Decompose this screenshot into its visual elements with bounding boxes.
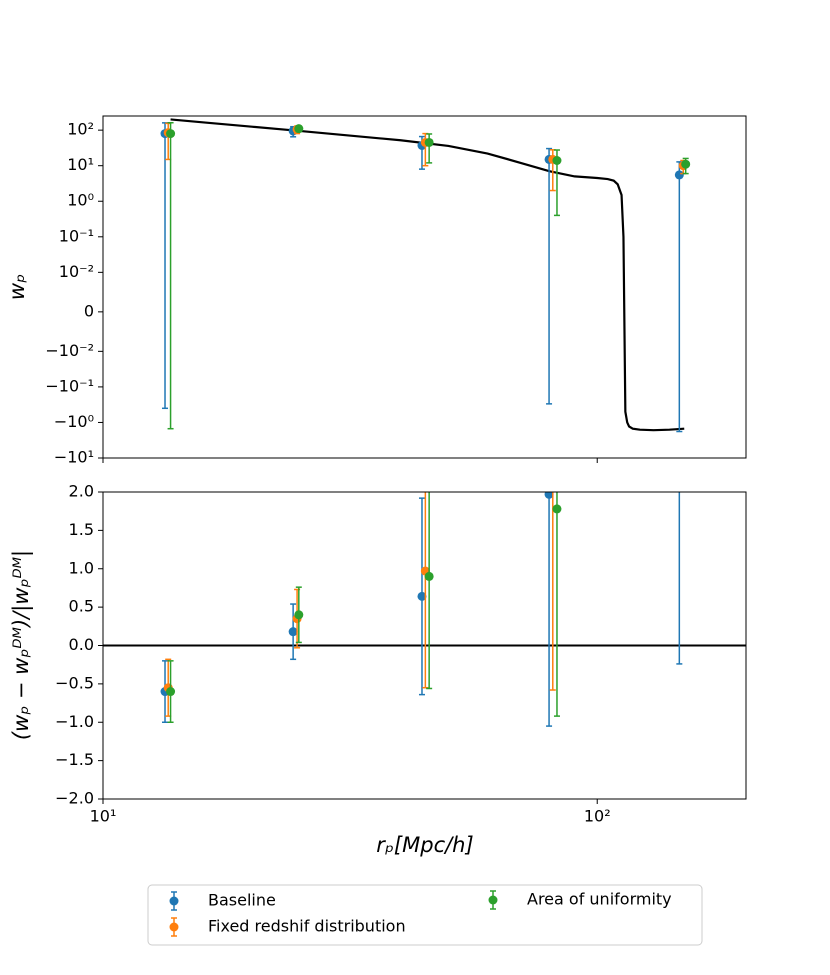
- legend-label: Fixed redshif distribution: [208, 917, 406, 936]
- point: [681, 388, 690, 397]
- legend-box: [147, 884, 703, 946]
- y-tick-label: −0.5: [55, 673, 94, 692]
- legend-marker: [488, 895, 498, 905]
- x-tick-label: 10¹: [90, 807, 117, 826]
- axes-frame: [102, 115, 747, 459]
- point: [552, 156, 562, 166]
- y-tick-label: −10¹: [54, 448, 94, 467]
- point: [424, 137, 434, 147]
- y-tick-label: 10⁻²: [59, 262, 94, 281]
- y-tick-label: −1.5: [55, 750, 94, 769]
- y-tick-label: 0: [84, 301, 94, 320]
- legend-label: Area of uniformity: [527, 890, 672, 909]
- axes-frame: [102, 491, 747, 800]
- plot-area: [103, 388, 746, 727]
- y-tick-label: 0.5: [69, 597, 94, 616]
- point: [166, 129, 176, 139]
- plot-area: [160, 118, 691, 433]
- point: [681, 159, 691, 169]
- point: [552, 504, 562, 514]
- y-tick-label: −10⁰: [54, 412, 94, 431]
- y-tick-label: 1.5: [69, 520, 94, 539]
- y-tick-label: −10⁻¹: [45, 376, 94, 395]
- point: [674, 170, 684, 180]
- y-tick-label: −2.0: [55, 789, 94, 808]
- model-curve: [170, 118, 685, 432]
- y-tick-label: 10²: [67, 120, 94, 139]
- y-tick-label: 10¹: [67, 155, 94, 174]
- point: [294, 124, 304, 134]
- point: [294, 610, 304, 620]
- point: [166, 687, 176, 697]
- x-axis-label: rₚ[Mpc/h]: [376, 833, 473, 857]
- point: [548, 472, 557, 481]
- point: [679, 395, 688, 404]
- point: [544, 492, 554, 499]
- point: [424, 571, 434, 581]
- x-tick-label: 10²: [584, 807, 611, 826]
- y-axis-label: wₚ: [5, 274, 29, 300]
- legend-marker: [169, 922, 179, 932]
- y-tick-label: −10⁻²: [45, 341, 94, 360]
- y-tick-label: −1.0: [55, 712, 94, 731]
- point: [288, 627, 298, 637]
- point: [417, 591, 427, 601]
- y-axis-label: (wₚ − wₚᴰᴹ)/|wₚᴰᴹ|: [9, 550, 34, 740]
- legend-label: Baseline: [208, 891, 276, 910]
- y-tick-label: 1.0: [69, 558, 94, 577]
- y-tick-label: 2.0: [69, 482, 94, 501]
- legend-marker: [169, 896, 179, 906]
- y-tick-label: 10⁻¹: [59, 226, 94, 245]
- y-tick-label: 10⁰: [67, 191, 94, 210]
- y-tick-label: 0.0: [69, 635, 94, 654]
